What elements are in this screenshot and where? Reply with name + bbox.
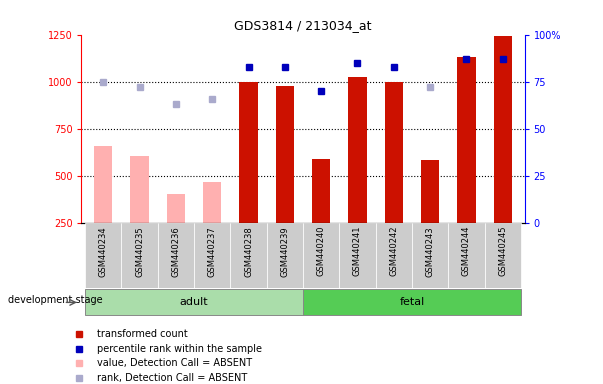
Text: GSM440240: GSM440240 (317, 226, 326, 276)
Text: GSM440239: GSM440239 (280, 226, 289, 276)
Text: GSM440236: GSM440236 (171, 226, 180, 277)
Bar (412, 223, 448, 288)
Bar (94, 146, 112, 223)
Bar (158, 223, 194, 288)
Text: GSM440242: GSM440242 (390, 226, 399, 276)
Bar (239, 82, 257, 223)
Bar (130, 156, 148, 223)
Bar (376, 223, 412, 288)
Bar (194, 223, 230, 288)
Title: GDS3814 / 213034_at: GDS3814 / 213034_at (234, 19, 372, 32)
Bar (494, 36, 512, 223)
Text: adult: adult (180, 297, 208, 308)
Text: GSM440237: GSM440237 (207, 226, 216, 277)
Text: GSM440235: GSM440235 (135, 226, 144, 276)
Bar (203, 182, 221, 223)
Bar (303, 223, 339, 288)
Bar (121, 223, 158, 288)
Bar (276, 86, 294, 223)
Bar (167, 195, 185, 223)
Bar (339, 223, 376, 288)
Bar (85, 223, 121, 288)
Text: GSM440241: GSM440241 (353, 226, 362, 276)
Bar (230, 223, 267, 288)
Text: percentile rank within the sample: percentile rank within the sample (97, 344, 262, 354)
Bar (312, 159, 330, 223)
Text: rank, Detection Call = ABSENT: rank, Detection Call = ABSENT (97, 373, 248, 383)
Bar (448, 223, 485, 288)
Text: transformed count: transformed count (97, 329, 188, 339)
Text: GSM440238: GSM440238 (244, 226, 253, 277)
Bar (485, 223, 521, 288)
Bar (385, 82, 403, 223)
Text: GSM440245: GSM440245 (498, 226, 507, 276)
Text: GSM440243: GSM440243 (426, 226, 435, 276)
Text: GSM440234: GSM440234 (99, 226, 108, 276)
FancyBboxPatch shape (303, 290, 521, 315)
Bar (458, 57, 476, 223)
Bar (349, 77, 367, 223)
Text: value, Detection Call = ABSENT: value, Detection Call = ABSENT (97, 359, 253, 369)
Text: fetal: fetal (399, 297, 425, 308)
FancyBboxPatch shape (85, 290, 303, 315)
Bar (267, 223, 303, 288)
Text: GSM440244: GSM440244 (462, 226, 471, 276)
Text: development stage: development stage (8, 295, 103, 305)
Bar (421, 160, 439, 223)
